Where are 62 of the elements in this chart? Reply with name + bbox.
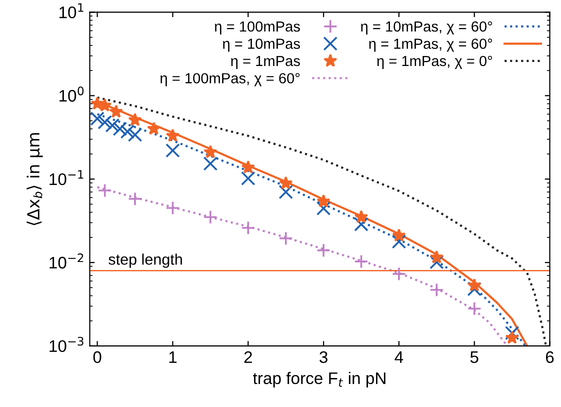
point — [430, 282, 444, 298]
point — [467, 282, 482, 296]
point — [316, 243, 331, 258]
point — [147, 122, 161, 135]
legend-label: η = 100mPas, χ = 60° — [160, 73, 300, 86]
point — [240, 171, 256, 186]
point — [430, 250, 444, 264]
x-tick-label: 0 — [93, 351, 102, 364]
point — [241, 160, 255, 174]
point — [128, 128, 142, 142]
x-tick-label: 4 — [394, 351, 404, 363]
legend-label: η = 1mPas, χ = 0° — [377, 56, 492, 70]
point — [98, 183, 112, 198]
point — [278, 176, 293, 190]
point — [468, 278, 482, 292]
legend-label: η = 10mPas, χ = 60° — [361, 21, 492, 35]
point — [166, 143, 180, 158]
x-tick-label: 1 — [169, 351, 177, 363]
point — [505, 330, 519, 344]
point — [278, 184, 293, 200]
point — [316, 201, 331, 216]
point — [354, 254, 368, 269]
point — [354, 210, 368, 224]
point — [240, 220, 256, 236]
point — [504, 326, 520, 340]
point — [316, 194, 330, 208]
y-tick-label: 10$^{−3}$ — [50, 336, 84, 352]
point — [467, 301, 482, 316]
x-tick-label: 6 — [546, 351, 554, 364]
point — [430, 255, 444, 270]
y-axis-title: ⟨Δx$_{b}$⟩ in μm — [26, 133, 43, 226]
point — [203, 210, 218, 224]
point — [203, 156, 218, 171]
x-tick-label: 5 — [470, 351, 478, 364]
point — [128, 192, 142, 206]
point — [204, 145, 218, 158]
y-tick-label: 10$^{1}$ — [60, 3, 84, 18]
ref-line-label: step length — [108, 254, 182, 268]
legend-label: η = 1mPas, χ = 60° — [369, 38, 492, 52]
y-tick-label: 10$^{−1}$ — [50, 170, 84, 186]
legend-label: η = 100mPas — [214, 21, 300, 35]
point — [112, 122, 128, 136]
legend-label: η = 10mPas — [222, 38, 300, 52]
x-tick-label: 3 — [320, 351, 328, 364]
legend-label: η = 1mPas — [231, 56, 300, 70]
point — [105, 118, 120, 133]
point — [128, 112, 142, 126]
y-tick-label: 10$^{0}$ — [60, 86, 84, 102]
point — [392, 228, 406, 242]
point — [109, 104, 124, 118]
point — [90, 111, 104, 126]
point — [166, 128, 180, 142]
x-tick-label: 2 — [244, 351, 252, 363]
point — [166, 200, 180, 216]
x-axis-title: trap force F$_{t}$ in pN — [253, 372, 386, 388]
point — [278, 231, 293, 246]
point — [354, 217, 368, 232]
point — [120, 124, 135, 139]
y-tick-label: 10$^{−2}$ — [50, 253, 84, 269]
point — [98, 115, 112, 130]
point — [392, 234, 406, 249]
point — [392, 266, 406, 282]
